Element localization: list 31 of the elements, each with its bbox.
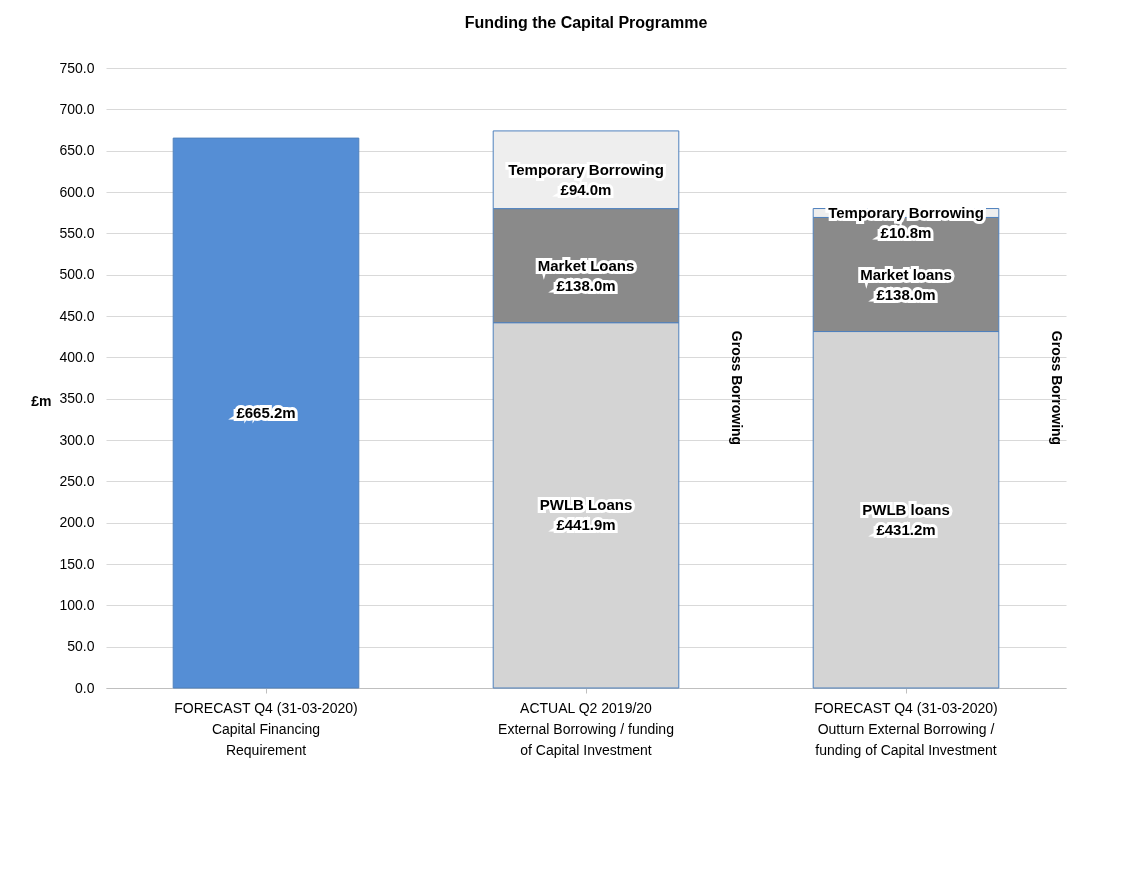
data-label: Temporary Borrowing £94.0m [508, 160, 664, 198]
y-tick-label: 0.0 [75, 679, 95, 696]
y-tick-label: 400.0 [59, 348, 95, 365]
y-tick-label: 100.0 [59, 596, 95, 613]
y-tick-label: 50.0 [67, 638, 95, 655]
chart-title: Funding the Capital Programme [464, 14, 708, 31]
y-tick-label: 200.0 [59, 514, 95, 531]
data-label: Temporary Borrowing £10.8m [828, 204, 984, 241]
y-tick-label: 600.0 [59, 183, 95, 200]
data-label: Market Loans £138.0m [537, 256, 635, 294]
y-tick-label: 650.0 [59, 142, 95, 159]
y-tick-label: 300.0 [59, 431, 95, 448]
y-tick-label: 700.0 [59, 100, 95, 117]
y-tick-label: 150.0 [59, 555, 95, 572]
y-tick-label: 250.0 [59, 472, 95, 489]
y-tick-label: 350.0 [59, 390, 95, 407]
data-label: Market loans £138.0m [860, 265, 952, 303]
y-axis-title: £m [31, 392, 52, 409]
y-tick-label: 550.0 [59, 224, 95, 241]
x-tick-label: FORECAST Q4 (31-03-2020) Capital Financing Requirement [174, 699, 358, 758]
x-tick-label: FORECAST Q4 (31-03-2020) Outturn External Borrowing / funding of Capital Investment [814, 699, 998, 758]
data-label: PWLB Loans £441.9m [539, 496, 633, 534]
y-tick-label: 450.0 [59, 307, 95, 324]
annotation: Gross Borrowing [729, 330, 745, 446]
annotation: Gross Borrowing [1049, 330, 1065, 446]
x-tick-label: ACTUAL Q2 2019/20 External Borrowing / funding of Capital Investment [498, 699, 674, 758]
data-label: PWLB loans £431.2m [862, 500, 950, 538]
bar [172, 137, 360, 689]
data-label: £665.2m [236, 404, 296, 422]
y-tick-label: 750.0 [59, 59, 95, 76]
y-tick-label: 500.0 [59, 266, 95, 283]
